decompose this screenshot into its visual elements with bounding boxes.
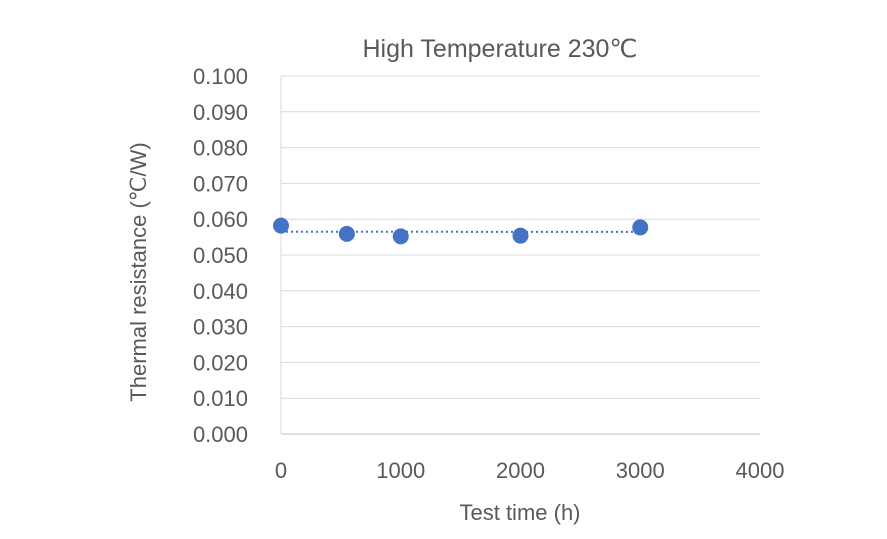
data-point [632, 219, 649, 236]
x-tick-label: 1000 [376, 458, 425, 483]
y-tick-label: 0.020 [193, 350, 248, 375]
grid-lines [280, 75, 760, 435]
y-tick-label: 0.030 [193, 315, 248, 340]
x-tick-label: 2000 [496, 458, 545, 483]
data-point [392, 228, 409, 245]
y-tick-label: 0.080 [193, 136, 248, 161]
data-point [512, 227, 529, 244]
x-axis-ticks: 0 1000 2000 3000 4000 [275, 458, 785, 483]
y-tick-label: 0.060 [193, 207, 248, 232]
y-tick-label: 0.050 [193, 243, 248, 268]
x-tick-label: 3000 [616, 458, 665, 483]
x-tick-label: 4000 [736, 458, 785, 483]
data-point [338, 225, 355, 242]
chart-title: High Temperature 230℃ [363, 35, 638, 63]
y-tick-label: 0.070 [193, 171, 248, 196]
data-point [273, 217, 289, 234]
y-tick-label: 0.000 [193, 422, 248, 447]
y-axis-label: Thermal resistance (℃/W) [126, 142, 151, 401]
y-tick-label: 0.090 [193, 100, 248, 125]
x-axis-label: Test time (h) [459, 500, 580, 525]
data-points [273, 217, 649, 245]
y-axis-ticks: 0.000 0.010 0.020 0.030 0.040 0.050 0.060 0.070… [193, 64, 248, 447]
y-tick-label: 0.040 [193, 279, 248, 304]
x-tick-label: 0 [275, 458, 287, 483]
y-tick-label: 0.100 [193, 64, 248, 89]
y-tick-label: 0.010 [193, 386, 248, 411]
